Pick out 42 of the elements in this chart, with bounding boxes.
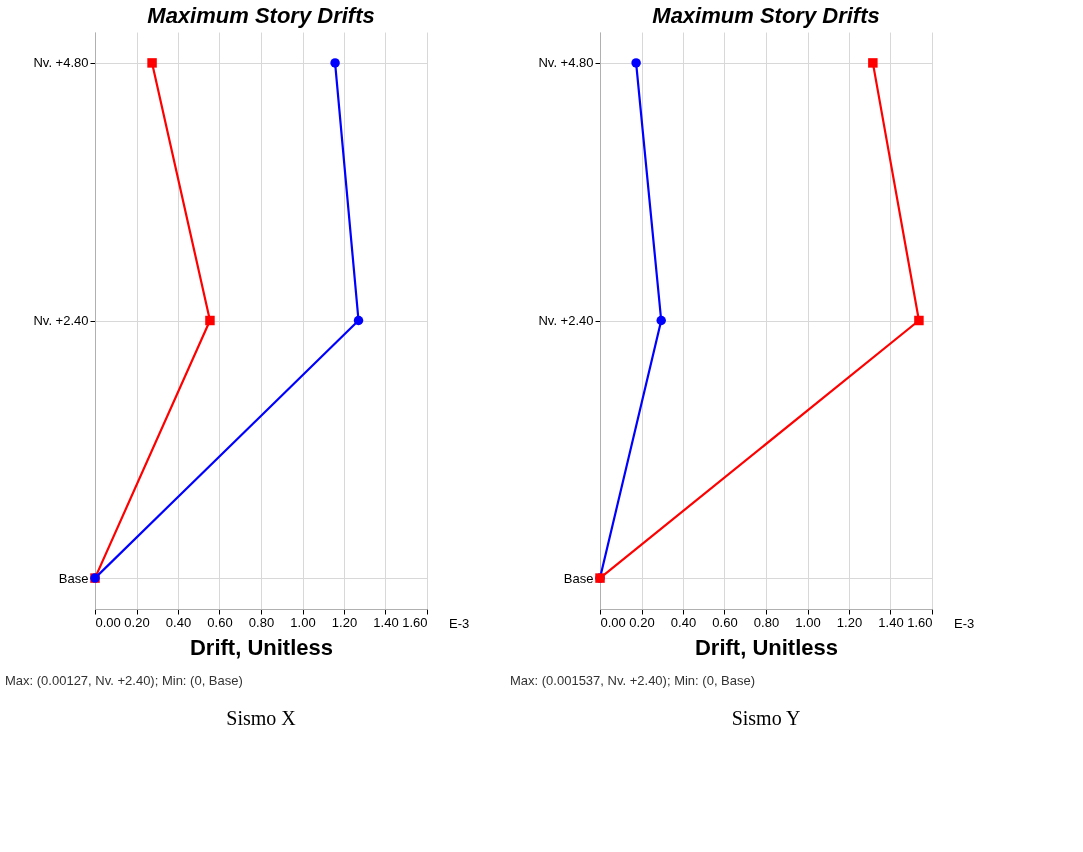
text: Sismo Y [731,707,801,729]
point [631,58,641,68]
text: E-3 [449,616,470,631]
x-tick-label: 0.60 [207,614,233,630]
x-tick-label: 1.60 [907,614,933,630]
point [656,315,666,326]
x-tick-label: 1.60 [402,614,428,630]
point [914,315,924,326]
x-tick-label: 0.60 [712,614,738,630]
point [330,58,340,68]
y-tick-label: Nv. +4.80 [538,55,594,71]
x-tick-label: 0.40 [165,614,192,630]
x-axis-title: Drift, Unitless [694,634,839,660]
chart-title: Maximum Story Drifts [147,3,375,28]
text: Max: (0.001537, Nv. +2.40); Min: (0, Base) [510,673,756,688]
x-tick-label: 1.20 [331,614,358,630]
point [147,58,157,68]
y-tick-label: Nv. +2.40 [538,313,594,328]
chart-title: Maximum Story Drifts [652,3,880,28]
y-tick-label: Nv. +4.80 [33,55,89,71]
text: Max: (0.00127, Nv. +2.40); Min: (0, Base) [5,673,243,688]
point [353,315,364,326]
point [868,58,878,68]
x-tick-label: 1.40 [878,614,904,630]
x-tick-label: 1.00 [290,614,316,630]
x-tick-label: 1.20 [836,614,863,630]
x-tick-label: 0.20 [629,614,655,630]
x-tick-label: 0.00 [95,614,121,630]
x-tick-label: 1.40 [373,614,399,630]
x-tick-label: 0.80 [248,614,275,630]
x-tick-label: 0.40 [670,614,697,630]
y-tick-label: Base [58,570,89,586]
text: Sismo X [226,707,297,729]
x-tick-label: 0.20 [124,614,150,630]
x-tick-label: 0.00 [600,614,626,630]
y-tick-label: Base [563,570,594,586]
y-tick-label: Nv. +2.40 [33,313,89,328]
x-axis-title: Drift, Unitless [189,634,334,660]
x-tick-label: 1.00 [795,614,821,630]
x-tick-label: 0.80 [753,614,780,630]
text: E-3 [954,616,975,631]
point [205,315,215,326]
